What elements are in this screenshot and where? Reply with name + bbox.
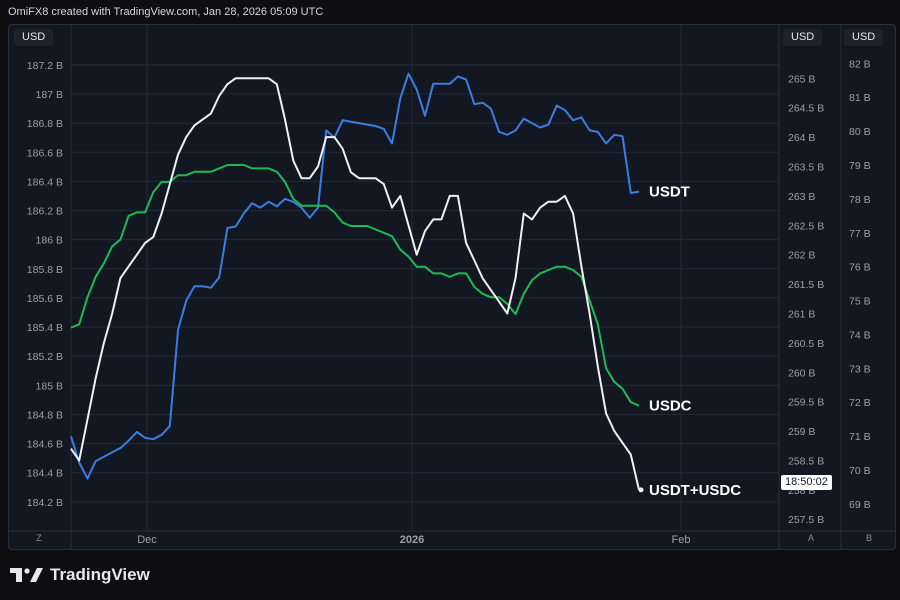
axis-tick-label: 73 B — [849, 363, 871, 375]
axis-tick-label: 70 B — [849, 465, 871, 477]
series-label-usdc: USDC — [649, 398, 692, 415]
series-label-usdt: USDT — [649, 184, 690, 201]
axis-tick-label: 185 B — [36, 380, 63, 392]
axis-tick-label: 72 B — [849, 397, 871, 409]
time-tick-label: Feb — [672, 534, 691, 546]
axis-tick-label: 186.6 B — [27, 147, 63, 159]
axis-tick-label: 187.2 B — [27, 60, 63, 72]
time-tick-label: Dec — [137, 534, 157, 546]
axis-tick-label: 186.2 B — [27, 206, 63, 218]
axis-tick-label: 74 B — [849, 329, 871, 341]
axis-tick-label: 262.5 B — [788, 220, 824, 232]
axis-tick-label: 71 B — [849, 431, 871, 443]
series-lines — [70, 72, 644, 493]
axis-tick-label: 260.5 B — [788, 338, 824, 350]
axis-tick-label: 261.5 B — [788, 279, 824, 291]
axis-tick-label: 185.8 B — [27, 264, 63, 276]
axis-tick-label: 263.5 B — [788, 161, 824, 173]
axis-tick-label: 76 B — [849, 262, 871, 274]
axis-tick-label: 187 B — [36, 89, 63, 101]
axis-tick-label: 259.5 B — [788, 397, 824, 409]
left-axis: 184.2 B 184.4 B 184.6 B 184.8 B 185 B 185.2 B… — [27, 60, 63, 509]
axis-tick-label: 259 B — [788, 426, 815, 438]
series-line-usdt — [70, 72, 640, 480]
chart-svg[interactable]: 184.2 B 184.4 B 184.6 B 184.8 B 185 B 185.2 B… — [9, 25, 895, 549]
axis-tick-label: 184.4 B — [27, 468, 63, 480]
time-axis: Dec 2026 Feb — [137, 534, 690, 546]
right-scale-currency[interactable]: USD — [783, 29, 823, 46]
scale-b-button[interactable]: B — [865, 533, 872, 543]
axis-tick-label: 264.5 B — [788, 103, 824, 115]
axis-tick-label: 258.5 B — [788, 455, 824, 467]
series-end-dot — [638, 487, 644, 493]
axis-tick-label: 265 B — [788, 73, 815, 85]
right-axis-usdc: 69 B 70 B 71 B 72 B 73 B 74 B 75 B 76 B 77 B 78 B… — [849, 58, 871, 511]
axis-tick-label: 185.6 B — [27, 293, 63, 305]
left-scale-currency[interactable]: USD — [14, 29, 54, 46]
axis-tick-label: 185.2 B — [27, 351, 63, 363]
axis-tick-label: 69 B — [849, 499, 871, 511]
axis-tick-label: 82 B — [849, 58, 871, 70]
axis-tick-label: 260 B — [788, 367, 815, 379]
axis-tick-label: 186.4 B — [27, 176, 63, 188]
axis-tick-label: 80 B — [849, 126, 871, 138]
chart-panel[interactable]: 184.2 B 184.4 B 184.6 B 184.8 B 185 B 185.2 B… — [8, 24, 896, 550]
axis-tick-label: 262 B — [788, 250, 815, 262]
axis-separators — [9, 25, 895, 549]
countdown-tag: 18:50:02 — [781, 475, 832, 490]
axis-tick-label: 78 B — [849, 194, 871, 206]
series-labels: USDT USDC USDT+USDC — [649, 184, 741, 499]
tradingview-logo-icon — [10, 568, 43, 582]
right-scale-2-currency[interactable]: USD — [844, 29, 884, 46]
axis-tick-label: 186 B — [36, 235, 63, 247]
axis-tick-label: 257.5 B — [788, 514, 824, 526]
axis-tick-label: 75 B — [849, 296, 871, 308]
series-line-usdc — [70, 164, 640, 407]
axis-tick-label: 261 B — [788, 308, 815, 320]
axis-tick-label: 184.6 B — [27, 439, 63, 451]
chart-credit: OmiFX8 created with TradingView.com, Jan… — [8, 6, 324, 18]
axis-tick-label: 184.2 B — [27, 497, 63, 509]
tradingview-logo[interactable]: TradingView — [10, 565, 150, 585]
series-line-usdt-usdc — [70, 77, 640, 491]
axis-tick-label: 185.4 B — [27, 322, 63, 334]
axis-tick-label: 79 B — [849, 160, 871, 172]
auto-scale-left-button[interactable]: Z — [36, 533, 42, 543]
axis-tick-label: 263 B — [788, 191, 815, 203]
axis-tick-label: 81 B — [849, 92, 871, 104]
axis-tick-label: 77 B — [849, 228, 871, 240]
axis-tick-label: 264 B — [788, 132, 815, 144]
axis-tick-label: 186.8 B — [27, 118, 63, 130]
auto-scale-button[interactable]: A — [807, 533, 814, 543]
grid-lines — [71, 25, 779, 531]
tradingview-brand: TradingView — [50, 565, 150, 584]
axis-tick-label: 184.8 B — [27, 409, 63, 421]
time-tick-label: 2026 — [400, 534, 424, 546]
series-label-usdt-usdc: USDT+USDC — [649, 482, 741, 499]
